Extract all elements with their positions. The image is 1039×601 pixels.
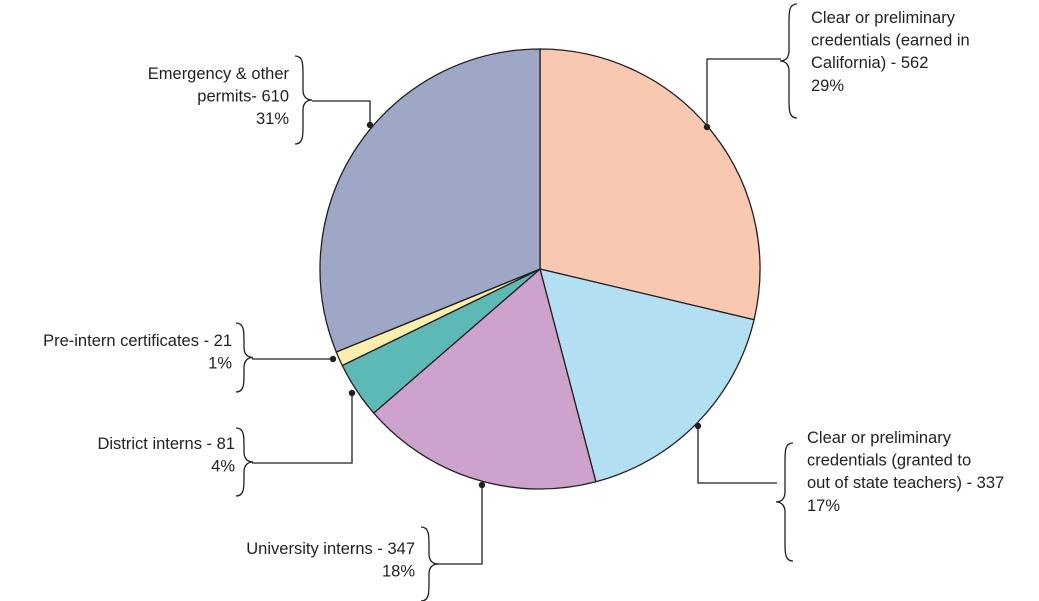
slice-label-line: 18% bbox=[382, 563, 415, 581]
label-brace-5 bbox=[294, 55, 313, 145]
slice-label-line: 17% bbox=[807, 497, 840, 515]
label-brace-3 bbox=[235, 427, 254, 497]
slice-label-3: District interns - 81 4% bbox=[97, 435, 235, 476]
slice-label-5: Emergency & other permits- 610 31% bbox=[148, 65, 290, 128]
slice-label-line: credentials (granted to bbox=[807, 452, 971, 470]
slice-label-line: 4% bbox=[211, 458, 235, 476]
slice-label-line: 29% bbox=[811, 77, 844, 95]
leader-dot-0 bbox=[703, 123, 711, 131]
slice-label-line: University interns - 347 bbox=[246, 540, 415, 558]
slice-label-line: Pre-intern certificates - 21 bbox=[43, 332, 232, 350]
slice-label-line: Emergency & other bbox=[148, 65, 290, 83]
leader-dot-1 bbox=[694, 422, 702, 430]
slice-label-line: California) - 562 bbox=[811, 54, 928, 72]
leader-line-5 bbox=[312, 100, 371, 125]
leader-dot-2 bbox=[478, 481, 486, 489]
leader-lines bbox=[235, 3, 798, 601]
leader-line-1 bbox=[697, 426, 777, 484]
label-brace-0 bbox=[779, 3, 798, 119]
label-brace-2 bbox=[420, 526, 439, 601]
leader-dot-3 bbox=[348, 389, 356, 397]
slice-label-0: Clear or preliminary credentials (earned … bbox=[811, 9, 970, 95]
slice-label-line: out of state teachers) - 337 bbox=[807, 474, 1004, 492]
pie-slice-1 bbox=[539, 268, 755, 483]
leader-line-3 bbox=[252, 393, 353, 464]
pie-slice-2 bbox=[372, 267, 597, 490]
slice-label-line: 31% bbox=[256, 110, 289, 128]
leader-line-2 bbox=[437, 485, 483, 565]
leader-line-0 bbox=[706, 58, 781, 127]
label-brace-1 bbox=[775, 442, 794, 562]
slice-label-2: University interns - 347 18% bbox=[246, 540, 415, 581]
slice-label-4: Pre-intern certificates - 21 1% bbox=[43, 332, 232, 373]
slice-labels: Clear or preliminary credentials (earned … bbox=[43, 9, 1004, 581]
slice-label-line: permits- 610 bbox=[197, 88, 289, 106]
leader-dot-4 bbox=[329, 355, 337, 363]
slice-label-line: Clear or preliminary bbox=[811, 9, 956, 27]
slice-label-1: Clear or preliminary credentials (granted… bbox=[807, 429, 1004, 515]
pie-slice-5 bbox=[319, 48, 541, 353]
label-brace-4 bbox=[235, 322, 254, 393]
slice-label-line: District interns - 81 bbox=[97, 435, 235, 453]
slice-label-line: credentials (earned in bbox=[811, 32, 970, 50]
leader-dot-5 bbox=[366, 121, 374, 129]
slice-label-line: 1% bbox=[208, 355, 232, 373]
pie-slice-0 bbox=[539, 48, 761, 321]
pie-slices bbox=[319, 48, 761, 490]
slice-label-line: Clear or preliminary bbox=[807, 429, 952, 447]
